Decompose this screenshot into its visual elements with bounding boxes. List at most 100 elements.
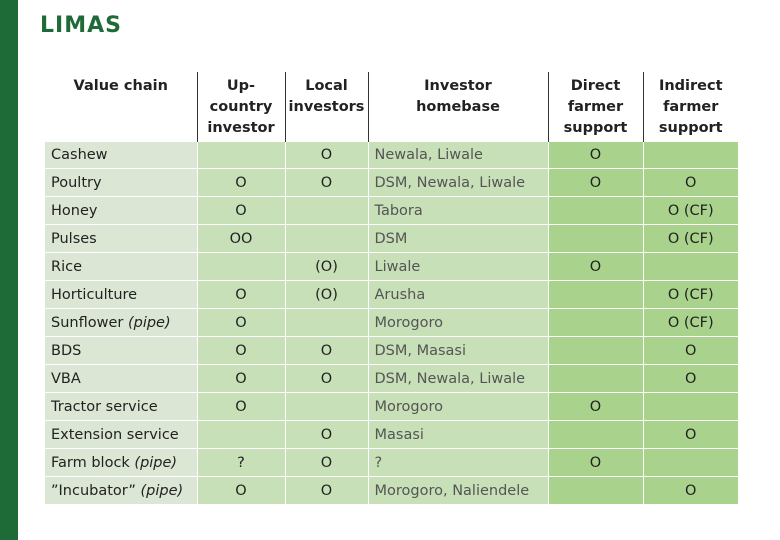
header-direct-farmer-support: Direct farmer support bbox=[547, 72, 643, 142]
cell-indirect: O bbox=[642, 364, 738, 393]
cell-local: O bbox=[284, 142, 368, 169]
cell-direct: O bbox=[547, 142, 643, 169]
value-chain-table: Value chain Up- country investor Local i… bbox=[45, 72, 738, 504]
cell-value-chain: Poultry bbox=[45, 168, 197, 197]
table-row: Rice (O) Liwale O bbox=[45, 252, 738, 281]
value-chain-status: (pipe) bbox=[127, 314, 171, 331]
cell-upcountry: ? bbox=[196, 448, 285, 477]
cell-upcountry bbox=[196, 142, 285, 169]
cell-upcountry: OO bbox=[196, 224, 285, 253]
cell-value-chain: Horticulture bbox=[45, 280, 197, 309]
cell-indirect: O (CF) bbox=[642, 196, 738, 225]
cell-value-chain: Tractor service bbox=[45, 392, 197, 421]
cell-value-chain: VBA bbox=[45, 364, 197, 393]
value-chain-status: (pipe) bbox=[134, 454, 178, 471]
cell-local bbox=[284, 308, 368, 337]
cell-homebase: DSM bbox=[367, 224, 548, 253]
cell-local: O bbox=[284, 336, 368, 365]
cell-value-chain: Extension service bbox=[45, 420, 197, 449]
cell-direct bbox=[547, 364, 643, 393]
cell-upcountry: O bbox=[196, 392, 285, 421]
cell-indirect: O (CF) bbox=[642, 280, 738, 309]
cell-local: O bbox=[284, 364, 368, 393]
cell-local bbox=[284, 196, 368, 225]
cell-value-chain: Sunflower (pipe) bbox=[45, 308, 197, 337]
value-chain-name: Sunflower bbox=[51, 314, 128, 331]
value-chain-name: Cashew bbox=[51, 147, 108, 163]
value-chain-name: Horticulture bbox=[51, 286, 138, 303]
cell-homebase: Newala, Liwale bbox=[367, 142, 548, 169]
cell-upcountry: O bbox=[196, 364, 285, 393]
cell-homebase: DSM, Newala, Liwale bbox=[367, 364, 548, 393]
cell-indirect: O (CF) bbox=[642, 224, 738, 253]
left-accent-bar bbox=[0, 0, 18, 540]
value-chain-name: Tractor service bbox=[51, 398, 158, 415]
cell-direct bbox=[547, 224, 643, 253]
cell-indirect bbox=[642, 448, 738, 477]
value-chain-name: Farm block bbox=[51, 454, 135, 471]
value-chain-name: Rice bbox=[51, 258, 82, 275]
header-value-chain: Value chain bbox=[45, 72, 197, 142]
cell-direct: O bbox=[547, 252, 643, 281]
table-row: Farm block (pipe)? O? O bbox=[45, 448, 738, 477]
value-chain-name: Poultry bbox=[51, 174, 102, 191]
cell-upcountry: O bbox=[196, 308, 285, 337]
cell-indirect: O bbox=[642, 336, 738, 365]
cell-value-chain: Farm block (pipe) bbox=[45, 448, 197, 477]
table-row: ”Incubator” (pipe) O O Morogoro, Naliendele… bbox=[45, 476, 738, 504]
cell-homebase: Morogoro bbox=[367, 392, 548, 421]
cell-upcountry bbox=[196, 252, 285, 281]
cell-indirect: O bbox=[642, 168, 738, 197]
header-row: Value chain Up- country investor Local i… bbox=[45, 72, 738, 142]
value-chain-name: Pulses bbox=[51, 230, 97, 247]
cell-value-chain: Honey bbox=[45, 196, 197, 225]
cell-local: O bbox=[284, 420, 368, 449]
cell-homebase: ? bbox=[367, 448, 548, 477]
cell-value-chain: Cashew bbox=[45, 142, 197, 169]
header-investor-homebase: Investor homebase bbox=[367, 72, 548, 142]
cell-direct bbox=[547, 420, 643, 449]
cell-upcountry: O bbox=[196, 280, 285, 309]
table-row: Sunflower (pipe) O Morogoro O (CF) bbox=[45, 308, 738, 337]
table-row: Horticulture O (O) Arusha O (CF) bbox=[45, 280, 738, 309]
cell-indirect bbox=[642, 392, 738, 421]
value-chain-name: VBA bbox=[51, 370, 81, 387]
table-row: Cashew O Newala, Liwale O bbox=[45, 142, 738, 169]
cell-value-chain: BDS bbox=[45, 336, 197, 365]
table-row: Extension service O Masasi O bbox=[45, 420, 738, 449]
cell-direct bbox=[547, 196, 643, 225]
table-body: Cashew O Newala, Liwale O Poultry O O DSM, Newa… bbox=[45, 142, 738, 504]
cell-value-chain: ”Incubator” (pipe) bbox=[45, 476, 197, 504]
cell-local: O bbox=[284, 168, 368, 197]
table-row: Pulses OO DSM O (CF) bbox=[45, 224, 738, 253]
header-indirect-farmer-support: Indirect farmer support bbox=[642, 72, 738, 142]
cell-local: (O) bbox=[284, 280, 368, 309]
cell-direct: O bbox=[547, 392, 643, 421]
cell-homebase: Masasi bbox=[367, 420, 548, 449]
table-row: Honey O Tabora O (CF) bbox=[45, 196, 738, 225]
cell-indirect: O bbox=[642, 420, 738, 449]
cell-direct bbox=[547, 308, 643, 337]
table-row: BDS O O DSM, Masasi O bbox=[45, 336, 738, 365]
cell-homebase: DSM, Newala, Liwale bbox=[367, 168, 548, 197]
table-row: VBA O O DSM, Newala, Liwale O bbox=[45, 364, 738, 393]
cell-indirect bbox=[642, 252, 738, 281]
cell-indirect: O bbox=[642, 476, 738, 504]
cell-homebase: Liwale bbox=[367, 252, 548, 281]
cell-direct bbox=[547, 280, 643, 309]
table-row: Poultry O O DSM, Newala, Liwale O O bbox=[45, 168, 738, 197]
cell-indirect bbox=[642, 142, 738, 169]
cell-homebase: Tabora bbox=[367, 196, 548, 225]
cell-direct bbox=[547, 336, 643, 365]
cell-homebase: DSM, Masasi bbox=[367, 336, 548, 365]
cell-upcountry: O bbox=[196, 336, 285, 365]
cell-value-chain: Pulses bbox=[45, 224, 197, 253]
cell-upcountry bbox=[196, 420, 285, 449]
header-upcountry-investor: Up- country investor bbox=[196, 72, 285, 142]
cell-indirect: O (CF) bbox=[642, 308, 738, 337]
cell-local: O bbox=[284, 476, 368, 504]
cell-homebase: Arusha bbox=[367, 280, 548, 309]
cell-local: (O) bbox=[284, 252, 368, 281]
cell-local bbox=[284, 392, 368, 421]
limas-logo: LIMAS bbox=[40, 13, 122, 38]
